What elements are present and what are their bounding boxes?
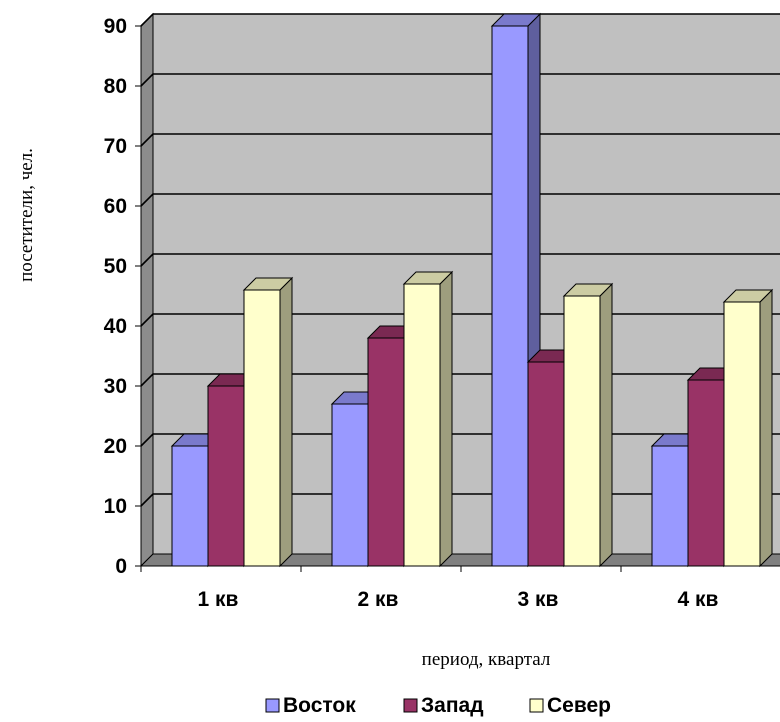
legend-item: Запад <box>403 694 484 717</box>
y-axis-ticks: 0 10 20 30 40 50 60 70 80 90 <box>104 15 142 578</box>
legend-item: Восток <box>265 694 356 717</box>
bar <box>722 288 774 568</box>
legend-item: Север <box>529 694 611 717</box>
bar <box>562 282 614 568</box>
legend: Восток Запад Север <box>265 694 611 717</box>
y-tick-label: 30 <box>104 375 127 398</box>
gridline <box>140 73 780 87</box>
y-tick-label: 90 <box>104 15 127 38</box>
bar <box>402 270 454 568</box>
x-tick-label: 1 кв <box>198 588 239 611</box>
legend-swatch <box>265 698 280 713</box>
y-tick-label: 60 <box>104 195 127 218</box>
y-axis-title: посетители, чел. <box>16 148 37 282</box>
y-tick-label: 80 <box>104 75 127 98</box>
bars <box>170 12 774 568</box>
gridline <box>140 13 780 27</box>
bar <box>242 276 294 568</box>
legend-label: Север <box>547 694 611 717</box>
y-tick-label: 50 <box>104 255 127 278</box>
gridline <box>140 253 780 267</box>
gridline <box>140 133 780 147</box>
y-tick-label: 70 <box>104 135 127 158</box>
legend-swatch <box>529 698 544 713</box>
x-tick-label: 2 кв <box>358 588 399 611</box>
x-axis-title: период, квартал <box>422 649 551 670</box>
legend-label: Восток <box>283 694 356 717</box>
x-tick-label: 3 кв <box>518 588 559 611</box>
legend-swatch <box>403 698 418 713</box>
y-tick-label: 20 <box>104 435 127 458</box>
x-axis-ticks: 1 кв 2 кв 3 кв 4 кв <box>140 565 780 611</box>
gridline <box>140 193 780 207</box>
side-wall <box>140 12 154 568</box>
x-tick-label: 4 кв <box>678 588 719 611</box>
y-tick-label: 40 <box>104 315 127 338</box>
legend-label: Запад <box>421 694 484 717</box>
y-tick-label: 10 <box>104 495 127 518</box>
y-tick-label: 0 <box>115 555 127 578</box>
